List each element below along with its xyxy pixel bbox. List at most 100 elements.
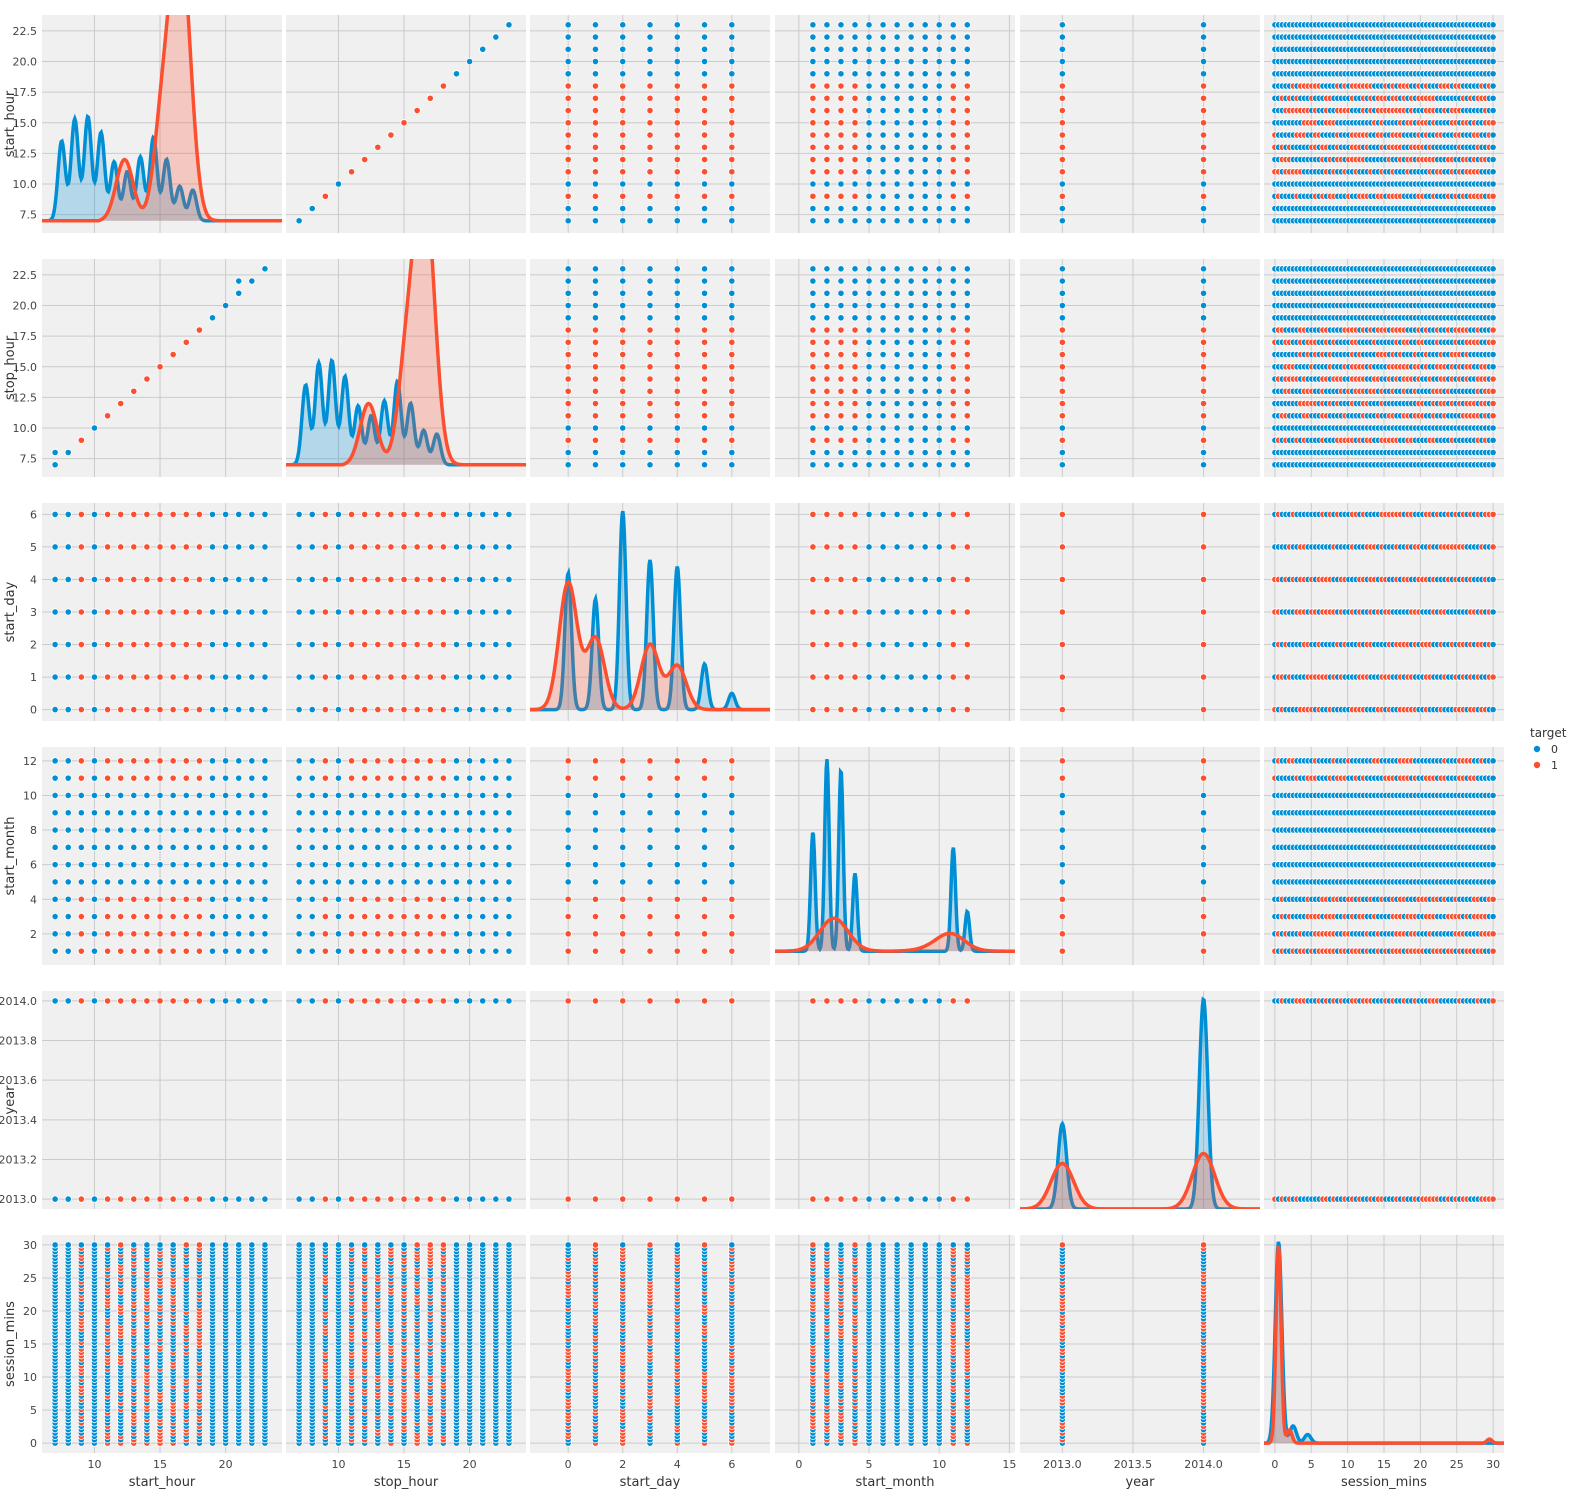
scatter-point bbox=[809, 33, 817, 41]
scatter-point bbox=[865, 277, 873, 285]
scatter-point bbox=[809, 543, 817, 551]
scatter-point bbox=[963, 143, 971, 151]
scatter-point bbox=[492, 930, 500, 938]
scatter-point bbox=[1199, 878, 1208, 886]
panel-start_month-vs-start_hour bbox=[42, 747, 282, 965]
scatter-point bbox=[248, 895, 256, 903]
scatter-point bbox=[308, 510, 316, 518]
scatter-point bbox=[591, 843, 600, 851]
scatter-point bbox=[387, 510, 395, 518]
scatter-point bbox=[921, 21, 929, 29]
scatter-point bbox=[646, 912, 654, 921]
scatter-point bbox=[591, 301, 600, 310]
scatter-point bbox=[963, 461, 971, 469]
scatter-point bbox=[893, 119, 901, 127]
scatter-point bbox=[426, 706, 434, 714]
scatter-point bbox=[673, 461, 681, 469]
scatter-point bbox=[505, 895, 513, 903]
scatter-point bbox=[619, 21, 627, 29]
scatter-point bbox=[295, 706, 303, 714]
scatter-point bbox=[893, 387, 901, 395]
scatter-point bbox=[492, 843, 500, 851]
panel-start_hour-vs-year bbox=[1020, 15, 1260, 233]
scatter-point bbox=[591, 774, 600, 782]
scatter-point bbox=[261, 791, 269, 800]
scatter-point bbox=[619, 204, 627, 213]
scatter-point bbox=[865, 448, 873, 457]
scatter-point bbox=[921, 131, 929, 139]
scatter-point bbox=[321, 809, 329, 817]
scatter-point bbox=[865, 217, 873, 225]
scatter-point bbox=[907, 265, 915, 273]
scatter-point bbox=[1489, 774, 1497, 782]
scatter-point bbox=[466, 57, 474, 66]
scatter-point bbox=[505, 706, 513, 714]
scatter-point bbox=[77, 543, 85, 551]
scatter-point bbox=[728, 791, 736, 800]
scatter-point bbox=[1199, 192, 1208, 200]
scatter-point bbox=[182, 997, 190, 1005]
scatter-point bbox=[809, 448, 817, 457]
scatter-point bbox=[156, 640, 164, 649]
scatter-point bbox=[949, 399, 957, 408]
scatter-point bbox=[51, 843, 59, 851]
scatter-point bbox=[935, 997, 943, 1005]
panel-start_hour-vs-start_hour bbox=[42, 15, 282, 233]
scatter-point bbox=[963, 57, 971, 66]
scatter-point bbox=[1489, 180, 1497, 188]
scatter-point bbox=[963, 180, 971, 188]
scatter-point bbox=[837, 350, 845, 359]
scatter-point bbox=[809, 82, 817, 90]
scatter-point bbox=[591, 57, 600, 66]
scatter-point bbox=[222, 301, 230, 310]
scatter-point bbox=[907, 155, 915, 164]
scatter-point bbox=[893, 106, 901, 115]
scatter-point bbox=[1489, 301, 1497, 310]
scatter-point bbox=[728, 301, 736, 310]
scatter-point bbox=[1489, 510, 1497, 518]
scatter-point bbox=[452, 809, 461, 817]
scatter-point bbox=[117, 543, 125, 551]
scatter-point bbox=[248, 878, 256, 886]
scatter-point bbox=[387, 809, 395, 817]
scatter-point bbox=[492, 861, 500, 869]
scatter-point bbox=[673, 843, 681, 851]
scatter-point bbox=[619, 809, 627, 817]
scatter-point bbox=[865, 57, 873, 66]
scatter-point bbox=[130, 1195, 138, 1203]
scatter-point bbox=[564, 947, 572, 955]
scatter-point bbox=[921, 387, 929, 395]
scatter-point bbox=[935, 338, 943, 346]
scatter-point bbox=[77, 826, 85, 834]
scatter-point bbox=[1489, 168, 1497, 176]
scatter-point bbox=[374, 143, 382, 151]
scatter-point bbox=[564, 192, 572, 200]
scatter-point bbox=[77, 895, 85, 903]
scatter-point bbox=[439, 947, 447, 955]
scatter-point bbox=[619, 106, 627, 115]
scatter-point bbox=[619, 217, 627, 225]
scatter-point bbox=[591, 912, 600, 921]
scatter-point bbox=[156, 791, 164, 800]
scatter-point bbox=[564, 314, 572, 322]
scatter-point bbox=[505, 809, 513, 817]
scatter-point bbox=[893, 436, 901, 444]
scatter-point bbox=[935, 706, 943, 714]
scatter-point bbox=[564, 895, 572, 903]
scatter-point bbox=[949, 204, 957, 213]
scatter-point bbox=[851, 399, 859, 408]
scatter-point bbox=[907, 277, 915, 285]
scatter-point bbox=[143, 1195, 151, 1203]
scatter-point bbox=[935, 350, 943, 359]
scatter-point bbox=[261, 640, 269, 649]
scatter-point bbox=[452, 1195, 461, 1203]
scatter-point bbox=[728, 826, 736, 834]
scatter-point bbox=[426, 809, 434, 817]
scatter-point bbox=[564, 338, 572, 346]
scatter-point bbox=[466, 774, 474, 782]
scatter-point bbox=[1199, 94, 1208, 102]
scatter-point bbox=[823, 143, 831, 151]
scatter-point bbox=[479, 543, 487, 551]
scatter-point bbox=[77, 861, 85, 869]
scatter-point bbox=[564, 119, 572, 127]
